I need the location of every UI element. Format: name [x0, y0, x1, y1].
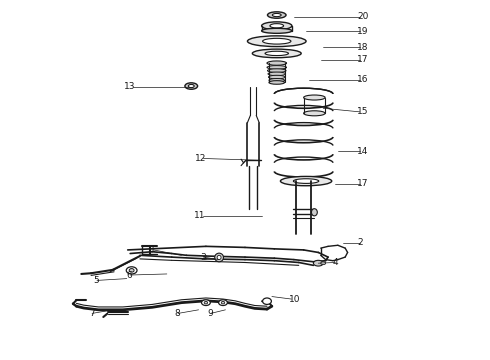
Ellipse shape [280, 176, 332, 186]
Ellipse shape [272, 13, 281, 17]
Ellipse shape [294, 179, 319, 183]
Ellipse shape [268, 12, 286, 18]
Ellipse shape [304, 111, 325, 116]
Ellipse shape [269, 81, 285, 84]
Ellipse shape [188, 85, 194, 87]
Text: 1: 1 [150, 246, 156, 255]
Ellipse shape [321, 262, 326, 265]
Ellipse shape [269, 75, 285, 79]
Text: 17: 17 [357, 55, 369, 64]
Text: 17: 17 [357, 179, 369, 188]
Text: 9: 9 [207, 309, 213, 318]
Text: 5: 5 [94, 276, 99, 285]
Ellipse shape [221, 301, 225, 304]
Ellipse shape [185, 83, 197, 89]
Ellipse shape [252, 49, 301, 58]
Text: 3: 3 [200, 253, 206, 262]
Ellipse shape [262, 22, 292, 30]
Text: 18: 18 [357, 43, 369, 52]
Text: 12: 12 [195, 154, 206, 163]
Text: 20: 20 [357, 12, 369, 21]
Ellipse shape [265, 51, 289, 55]
Ellipse shape [219, 300, 227, 306]
Text: 7: 7 [89, 309, 95, 318]
Text: 15: 15 [357, 107, 369, 116]
Ellipse shape [263, 39, 291, 44]
Text: 2: 2 [357, 238, 363, 247]
Ellipse shape [204, 301, 208, 304]
Ellipse shape [215, 253, 223, 262]
Text: 19: 19 [357, 27, 369, 36]
Text: 11: 11 [195, 211, 206, 220]
Ellipse shape [262, 28, 292, 33]
Text: 13: 13 [123, 82, 135, 91]
Ellipse shape [201, 300, 210, 306]
Ellipse shape [269, 78, 285, 82]
Ellipse shape [268, 69, 286, 72]
Ellipse shape [304, 95, 325, 100]
Text: 10: 10 [289, 294, 300, 303]
Text: 4: 4 [333, 258, 339, 267]
Text: 14: 14 [357, 147, 369, 156]
Ellipse shape [312, 209, 318, 216]
Text: 6: 6 [127, 270, 133, 279]
Ellipse shape [263, 298, 271, 305]
Ellipse shape [270, 24, 284, 28]
Text: 8: 8 [175, 309, 180, 318]
Ellipse shape [129, 269, 134, 272]
Ellipse shape [267, 61, 287, 65]
Ellipse shape [217, 255, 221, 260]
Ellipse shape [314, 260, 323, 266]
Ellipse shape [126, 267, 137, 274]
Ellipse shape [268, 72, 286, 76]
Text: 16: 16 [357, 75, 369, 84]
Ellipse shape [247, 36, 306, 46]
Ellipse shape [267, 66, 287, 69]
